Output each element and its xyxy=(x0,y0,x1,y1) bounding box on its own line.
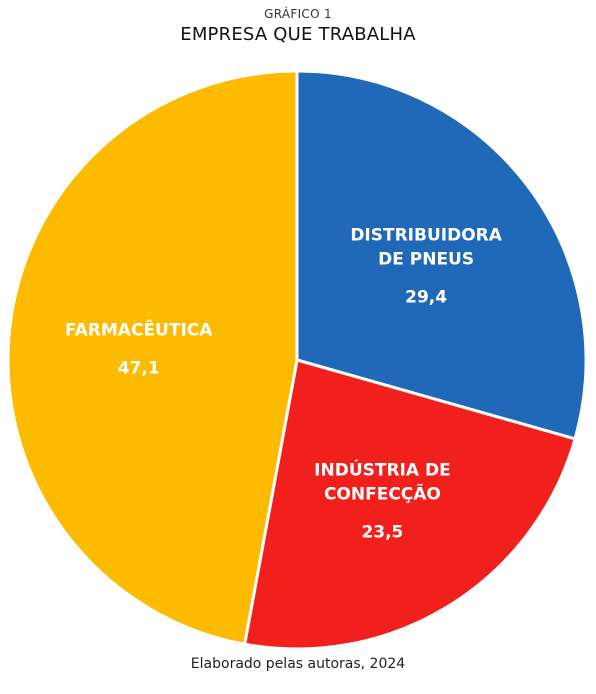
pie-slice-0-value: 29,4 xyxy=(405,287,447,307)
chart-source-note: Elaborado pelas autoras, 2024 xyxy=(190,656,406,672)
pie-slice-1-label-line-0: INDÚSTRIA DE xyxy=(314,458,451,480)
pie-slice-2-label-line-0: FARMACÊUTICA xyxy=(65,319,213,341)
chart-title: EMPRESA QUE TRABALHA xyxy=(180,24,416,45)
pie-slice-1-label-line-1: CONFECÇÃO xyxy=(324,481,441,504)
pie-slice-0-label-line-1: DE PNEUS xyxy=(378,249,474,269)
pie-slice-1 xyxy=(242,358,577,650)
pie-slice-2 xyxy=(6,69,299,646)
pie-slice-0-label-line-0: DISTRIBUIDORA xyxy=(350,225,502,245)
pie-slice-1-value: 23,5 xyxy=(361,522,403,542)
pie-chart: DISTRIBUIDORA DE PNEUS 29,4 INDÚSTRIA DECON… xyxy=(6,69,588,650)
pie-slice-2-value: 47,1 xyxy=(118,359,160,379)
pie-slice-0 xyxy=(295,69,588,441)
chart-kicker: GRÁFICO 1 xyxy=(264,7,332,21)
